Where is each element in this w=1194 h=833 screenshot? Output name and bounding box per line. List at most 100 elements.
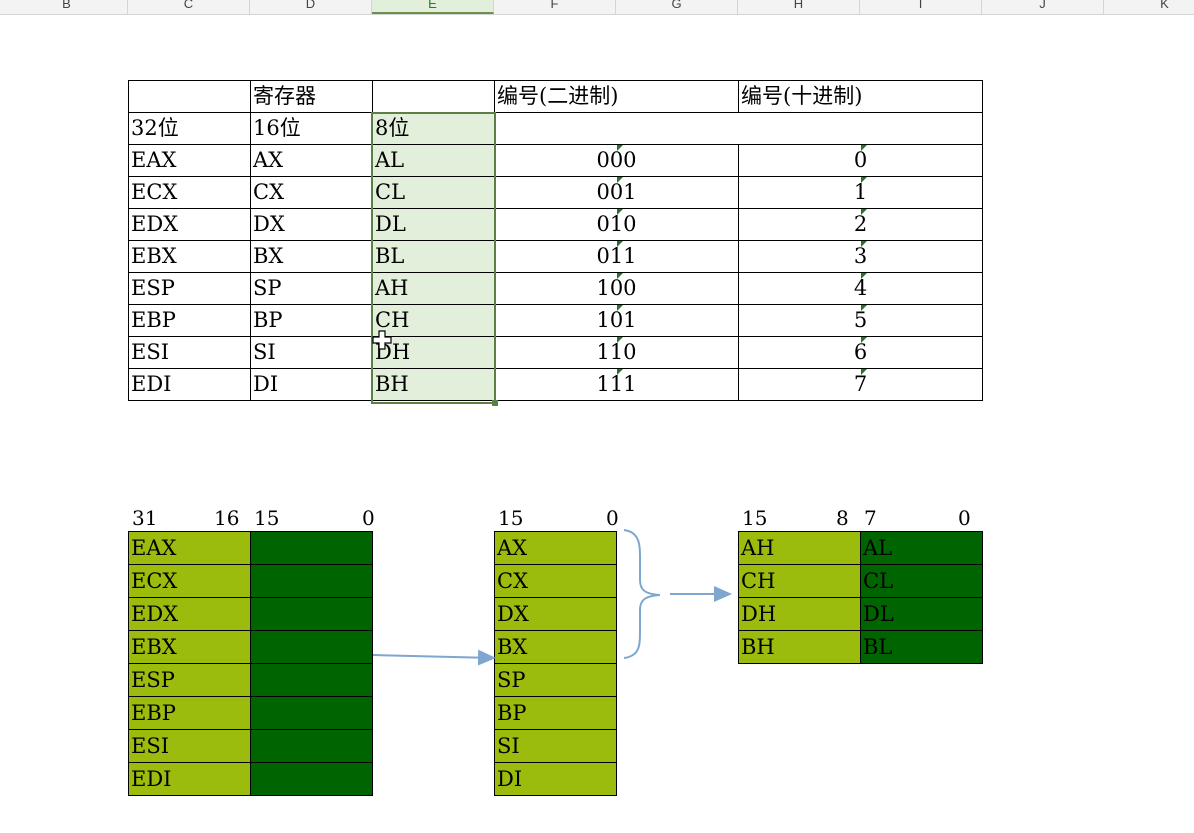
register-block-low: CL — [860, 564, 983, 598]
register-block: SI — [494, 729, 617, 763]
table-cell[interactable]: DL — [372, 208, 495, 241]
table-cell[interactable]: SI — [250, 336, 373, 369]
table-cell[interactable]: 编号(二进制) — [494, 80, 739, 113]
table-row: ECX CX CL 001 1 — [128, 176, 983, 209]
table-cell[interactable]: AL — [372, 144, 495, 177]
table-cell[interactable]: ESI — [128, 336, 251, 369]
table-row: EDX DX DL 010 2 — [128, 208, 983, 241]
table-cell[interactable]: 3 — [738, 240, 983, 273]
table-cell[interactable]: 4 — [738, 272, 983, 305]
table-cell[interactable]: EAX — [128, 144, 251, 177]
table-cell[interactable]: CH — [372, 304, 495, 337]
column-header-bar: B C D E F G H I J K — [0, 0, 1194, 15]
table-cell[interactable] — [372, 80, 495, 113]
column-header-b[interactable]: B — [6, 0, 128, 14]
table-cell[interactable]: SP — [250, 272, 373, 305]
register-block: AX — [494, 531, 617, 565]
number-text-indicator-icon — [617, 305, 623, 311]
register-block-low — [250, 729, 373, 763]
table-cell[interactable] — [494, 112, 983, 145]
table-cell[interactable]: 5 — [738, 304, 983, 337]
table-cell[interactable]: 0 — [738, 144, 983, 177]
table-row: EBP BP CH 101 5 — [128, 304, 983, 337]
cross-cursor-icon — [372, 330, 392, 350]
table-cell[interactable]: 16位 — [250, 112, 373, 145]
table-cell[interactable]: 1 — [738, 176, 983, 209]
column-header-k[interactable]: K — [1104, 0, 1194, 14]
table-cell[interactable]: 6 — [738, 336, 983, 369]
column-header-j[interactable]: J — [982, 0, 1104, 14]
table-cell[interactable]: 111 — [494, 368, 739, 401]
bit-label-15: 15 — [498, 506, 524, 530]
table-row: EDI DI BH 111 7 — [128, 368, 983, 401]
column-header-g[interactable]: G — [616, 0, 738, 14]
table-cell[interactable]: BP — [250, 304, 373, 337]
table-cell[interactable]: DI — [250, 368, 373, 401]
table-cell[interactable]: 101 — [494, 304, 739, 337]
diagram-32bit: EAX ECX EDX EBX ESP EBP ESI EDI — [128, 531, 373, 796]
table-cell[interactable]: AX — [250, 144, 373, 177]
table-cell[interactable]: EBP — [128, 304, 251, 337]
arrow-32-to-16 — [372, 649, 496, 666]
register-block: DX — [494, 597, 617, 631]
register-block-low — [250, 696, 373, 730]
table-cell[interactable]: EBX — [128, 240, 251, 273]
column-header-e[interactable]: E — [372, 0, 494, 14]
number-text-indicator-icon — [617, 145, 623, 151]
number-text-indicator-icon — [617, 273, 623, 279]
register-block: SP — [494, 663, 617, 697]
column-header-f[interactable]: F — [494, 0, 616, 14]
number-text-indicator-icon — [861, 369, 867, 375]
register-block-low — [250, 762, 373, 796]
number-text-indicator-icon — [617, 177, 623, 183]
table-cell[interactable]: 110 — [494, 336, 739, 369]
table-cell[interactable]: 100 — [494, 272, 739, 305]
table-cell[interactable]: BX — [250, 240, 373, 273]
register-block: BX — [494, 630, 617, 664]
column-header-c[interactable]: C — [128, 0, 250, 14]
table-cell[interactable]: 2 — [738, 208, 983, 241]
table-cell[interactable]: 011 — [494, 240, 739, 273]
register-block-high: CH — [738, 564, 861, 598]
table-cell[interactable]: 寄存器 — [250, 80, 373, 113]
table-cell[interactable]: 000 — [494, 144, 739, 177]
number-text-indicator-icon — [861, 177, 867, 183]
table-cell[interactable]: 编号(十进制) — [738, 80, 983, 113]
register-block: CX — [494, 564, 617, 598]
table-cell[interactable]: BL — [372, 240, 495, 273]
table-cell[interactable]: CL — [372, 176, 495, 209]
register-block: EBP — [128, 696, 251, 730]
number-text-indicator-icon — [617, 337, 623, 343]
register-block-low: AL — [860, 531, 983, 565]
number-text-indicator-icon — [861, 305, 867, 311]
table-cell[interactable]: BH — [372, 368, 495, 401]
register-table: 寄存器 编号(二进制) 编号(十进制) 32位 16位 8位 EAX AX AL… — [128, 80, 983, 401]
table-cell[interactable]: ESP — [128, 272, 251, 305]
table-cell[interactable]: EDI — [128, 368, 251, 401]
bit-label-7: 7 — [864, 506, 877, 530]
register-block: EAX — [128, 531, 251, 565]
table-cell[interactable] — [128, 80, 251, 113]
table-cell[interactable]: 001 — [494, 176, 739, 209]
bit-label-0: 0 — [606, 506, 619, 530]
table-cell[interactable]: CX — [250, 176, 373, 209]
table-cell[interactable]: ECX — [128, 176, 251, 209]
table-cell[interactable]: 8位 — [372, 112, 495, 145]
column-header-i[interactable]: I — [860, 0, 982, 14]
column-header-h[interactable]: H — [738, 0, 860, 14]
table-row: ESP SP AH 100 4 — [128, 272, 983, 305]
table-cell[interactable]: AH — [372, 272, 495, 305]
table-cell[interactable]: 32位 — [128, 112, 251, 145]
fill-handle[interactable] — [492, 400, 498, 406]
register-block: EDX — [128, 597, 251, 631]
column-header-d[interactable]: D — [250, 0, 372, 14]
bit-label-0: 0 — [362, 506, 375, 530]
bit-label-31: 31 — [132, 506, 158, 530]
table-cell[interactable]: DX — [250, 208, 373, 241]
register-block-low — [250, 597, 373, 631]
number-text-indicator-icon — [861, 209, 867, 215]
table-cell[interactable]: 010 — [494, 208, 739, 241]
table-cell[interactable]: 7 — [738, 368, 983, 401]
number-text-indicator-icon — [861, 241, 867, 247]
table-cell[interactable]: EDX — [128, 208, 251, 241]
